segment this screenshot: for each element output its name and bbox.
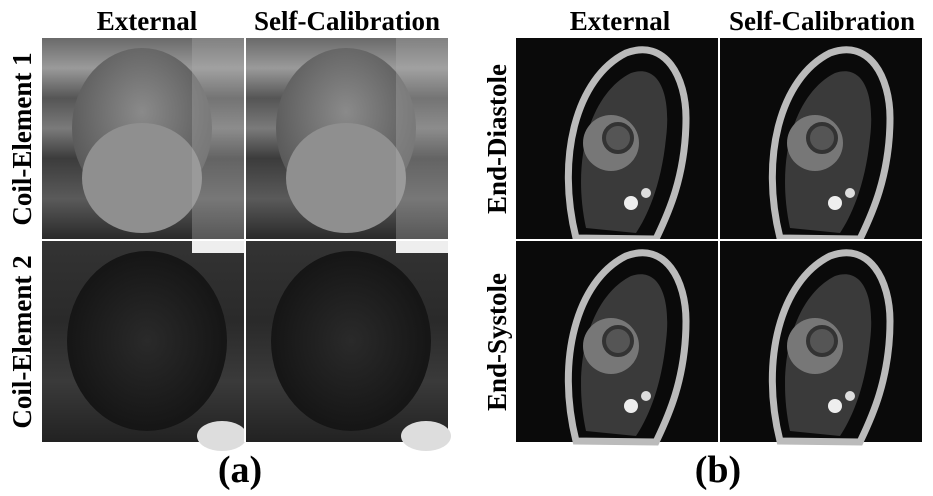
row-label: Coil-Element 2: [7, 255, 37, 428]
column-header: Self-Calibration: [729, 6, 915, 36]
figure: External Self-Calibration Coil-Element 1…: [0, 0, 933, 496]
row-label: End-Diastole: [482, 64, 512, 214]
panel-b: External Self-Calibration End-Diastole E…: [482, 6, 922, 491]
column-header: External: [97, 6, 198, 36]
panel-caption: (b): [695, 449, 741, 491]
column-header: External: [570, 6, 671, 36]
row-label: End-Systole: [482, 273, 512, 411]
row-label: Coil-Element 1: [7, 52, 37, 225]
column-header: Self-Calibration: [254, 6, 440, 36]
panel-a: External Self-Calibration Coil-Element 1…: [7, 6, 451, 491]
panel-caption: (a): [218, 449, 262, 491]
